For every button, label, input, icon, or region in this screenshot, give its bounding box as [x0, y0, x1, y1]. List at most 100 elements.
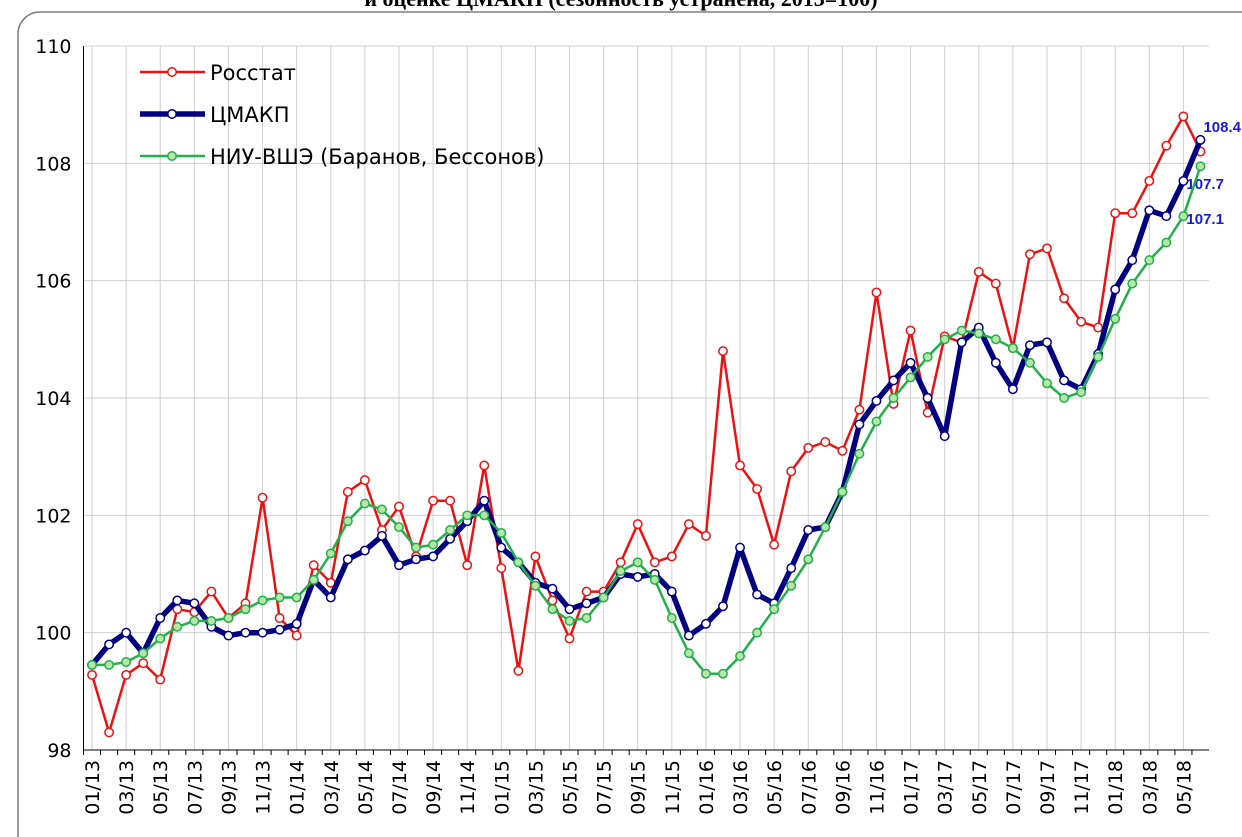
x-tick-label: 11/13 [253, 760, 275, 815]
point-marker [786, 563, 797, 574]
point-marker [803, 554, 814, 565]
point-marker [121, 627, 132, 638]
point-marker [581, 613, 592, 623]
point-marker [155, 633, 166, 644]
y-tick-label: 106 [35, 271, 71, 293]
point-marker [411, 554, 421, 565]
point-marker [905, 357, 916, 368]
point-marker [104, 639, 115, 650]
x-tick-label: 05/16 [764, 760, 786, 815]
x-tick-label: 05/13 [150, 760, 172, 815]
point-marker [291, 618, 302, 629]
x-tick-label: 07/17 [1003, 760, 1025, 815]
point-marker [87, 659, 97, 670]
point-marker [871, 416, 882, 427]
point-marker [666, 586, 677, 597]
point-marker [428, 551, 439, 562]
point-marker [308, 574, 319, 585]
x-tick-label: 09/16 [832, 760, 854, 815]
point-marker [581, 598, 592, 609]
point-marker [1042, 243, 1052, 254]
point-marker [104, 659, 115, 670]
data-label: 107.1 [1186, 211, 1224, 228]
point-marker [786, 466, 797, 477]
point-marker [462, 510, 473, 521]
y-tick-label: 100 [35, 623, 71, 645]
point-marker [905, 325, 916, 336]
point-marker [854, 404, 865, 415]
point-marker [547, 604, 558, 615]
x-tick-label: 01/15 [491, 760, 513, 815]
point-marker [308, 560, 319, 571]
chart-title: и оценке ЦМАКП (сезонность устранена, 20… [364, 0, 877, 11]
point-marker [1144, 175, 1155, 186]
point-marker [1042, 337, 1052, 348]
x-tick-label: 03/13 [116, 760, 138, 815]
point-marker [700, 530, 711, 541]
point-marker [888, 393, 899, 403]
legend-label: ЦМАКП [210, 103, 290, 127]
point-marker [683, 519, 694, 530]
point-marker [1127, 255, 1138, 266]
point-marker [206, 615, 217, 626]
point-marker [342, 554, 353, 565]
point-marker [530, 580, 541, 591]
point-marker [1161, 140, 1172, 151]
point-marker [547, 583, 558, 594]
point-marker [666, 551, 677, 562]
point-marker [1195, 161, 1206, 172]
point-marker [615, 566, 626, 577]
point-marker [1161, 211, 1172, 222]
point-marker [1161, 237, 1172, 248]
point-marker [121, 669, 132, 680]
point-marker [291, 630, 302, 641]
point-marker [445, 495, 456, 506]
point-marker [1042, 378, 1052, 389]
point-marker [922, 393, 933, 403]
point-marker [905, 372, 916, 383]
point-marker [666, 613, 677, 623]
x-tick-label: 05/14 [355, 760, 377, 815]
point-marker [172, 621, 183, 632]
point-marker [1059, 393, 1069, 403]
point-marker [769, 539, 780, 550]
point-marker [1024, 249, 1035, 260]
point-marker [718, 601, 728, 612]
point-marker [155, 613, 166, 623]
point-marker [394, 560, 404, 571]
point-marker [837, 486, 848, 497]
point-marker [104, 727, 115, 738]
point-marker [854, 448, 865, 459]
x-tick-label: 03/18 [1139, 760, 1161, 815]
y-tick-label: 110 [35, 36, 71, 58]
point-marker [87, 669, 97, 680]
data-label: 108.4 [1203, 119, 1241, 136]
x-tick-label: 05/15 [560, 760, 582, 815]
point-marker [138, 648, 149, 659]
point-marker [359, 545, 370, 556]
x-tick-label: 11/16 [866, 760, 888, 815]
point-marker [1127, 208, 1138, 219]
point-marker [632, 519, 643, 530]
point-marker [342, 486, 353, 497]
point-marker [718, 668, 728, 679]
point-marker [1178, 211, 1189, 222]
point-marker [649, 557, 660, 568]
point-marker [871, 287, 882, 298]
point-marker [973, 266, 984, 277]
point-marker [411, 542, 421, 553]
point-marker [990, 334, 1001, 345]
point-marker [376, 530, 387, 541]
point-marker [274, 624, 285, 635]
point-marker [564, 633, 575, 644]
x-tick-label: 07/16 [798, 760, 820, 815]
point-marker [325, 592, 336, 603]
point-marker [1110, 284, 1121, 295]
point-marker [820, 522, 831, 533]
point-marker [257, 492, 268, 503]
x-tick-label: 05/17 [969, 760, 991, 815]
point-marker [513, 665, 524, 676]
x-tick-label: 09/13 [218, 760, 240, 815]
point-marker [172, 595, 183, 606]
legend-label: Росстат [210, 61, 296, 85]
